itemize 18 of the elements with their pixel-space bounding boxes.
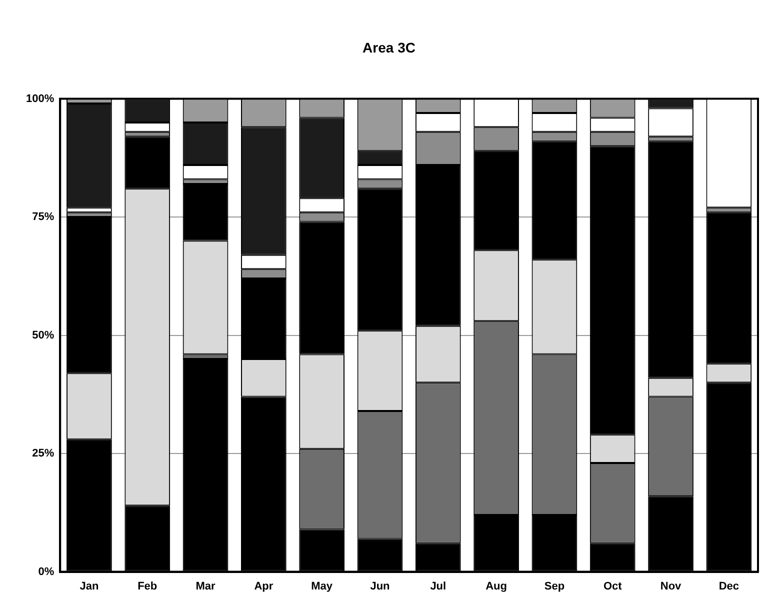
- x-tick-label: Feb: [138, 580, 158, 592]
- x-tick-label: May: [311, 580, 334, 592]
- x-tick-label: Jan: [80, 580, 99, 592]
- y-tick-label: 25%: [32, 448, 54, 460]
- x-tick-label: Oct: [603, 580, 622, 592]
- x-tick-label: Nov: [660, 580, 682, 592]
- y-tick-label: 50%: [32, 329, 54, 342]
- x-tick-label: Dec: [718, 580, 740, 592]
- y-tick-label: 0%: [38, 566, 54, 578]
- x-tick-label: Mar: [196, 580, 216, 592]
- chart-title: Area 3C: [362, 39, 416, 56]
- y-tick-label: 75%: [32, 211, 54, 224]
- x-tick-label: Aug: [486, 580, 507, 592]
- y-tick-label: 100%: [26, 92, 54, 105]
- x-tick-label: Jul: [430, 580, 446, 592]
- x-tick-label: Sep: [544, 580, 565, 592]
- x-tick-label: Apr: [254, 580, 274, 592]
- x-tick-label: Jun: [370, 580, 390, 592]
